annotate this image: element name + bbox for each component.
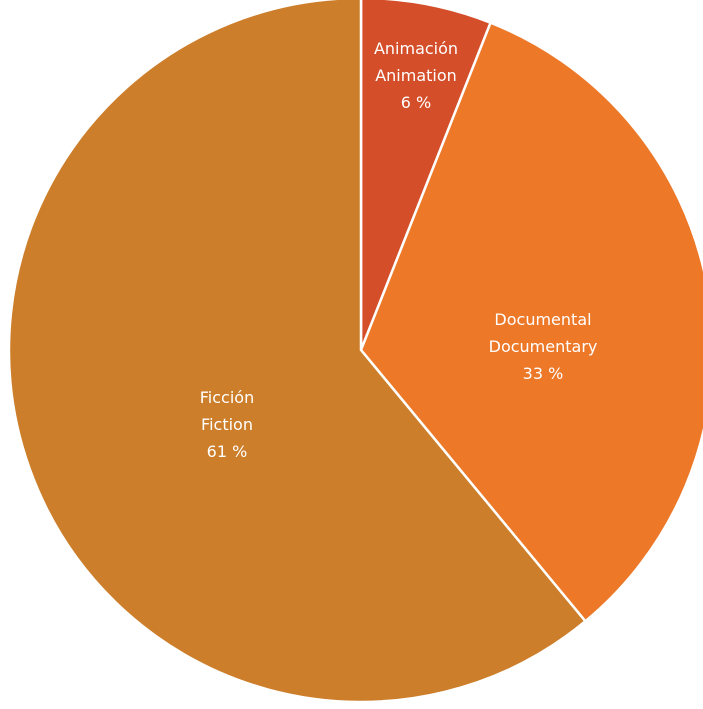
pie-slice-documentary [359, 21, 703, 623]
slice-label-es: Ficción [200, 388, 254, 407]
slice-label-value: 6 % [401, 93, 431, 112]
pie-slice-fiction [7, 0, 588, 704]
slice-label-en: Fiction [201, 415, 253, 434]
slice-label-es: Animación [374, 39, 458, 58]
slice-label-en: Animation [375, 66, 457, 85]
slice-label-value: 33 % [523, 364, 564, 383]
slice-label-fiction: Ficción Fiction 61 % [200, 388, 254, 461]
slice-label-value: 61 % [207, 442, 248, 461]
slice-label-animation: Animación Animation 6 % [374, 39, 458, 112]
slice-label-en: Documentary [489, 337, 598, 356]
pie-slice-animation [359, 0, 493, 351]
slice-label-es: Documental [494, 310, 591, 329]
slice-label-documentary: Documental Documentary 33 % [489, 310, 598, 383]
